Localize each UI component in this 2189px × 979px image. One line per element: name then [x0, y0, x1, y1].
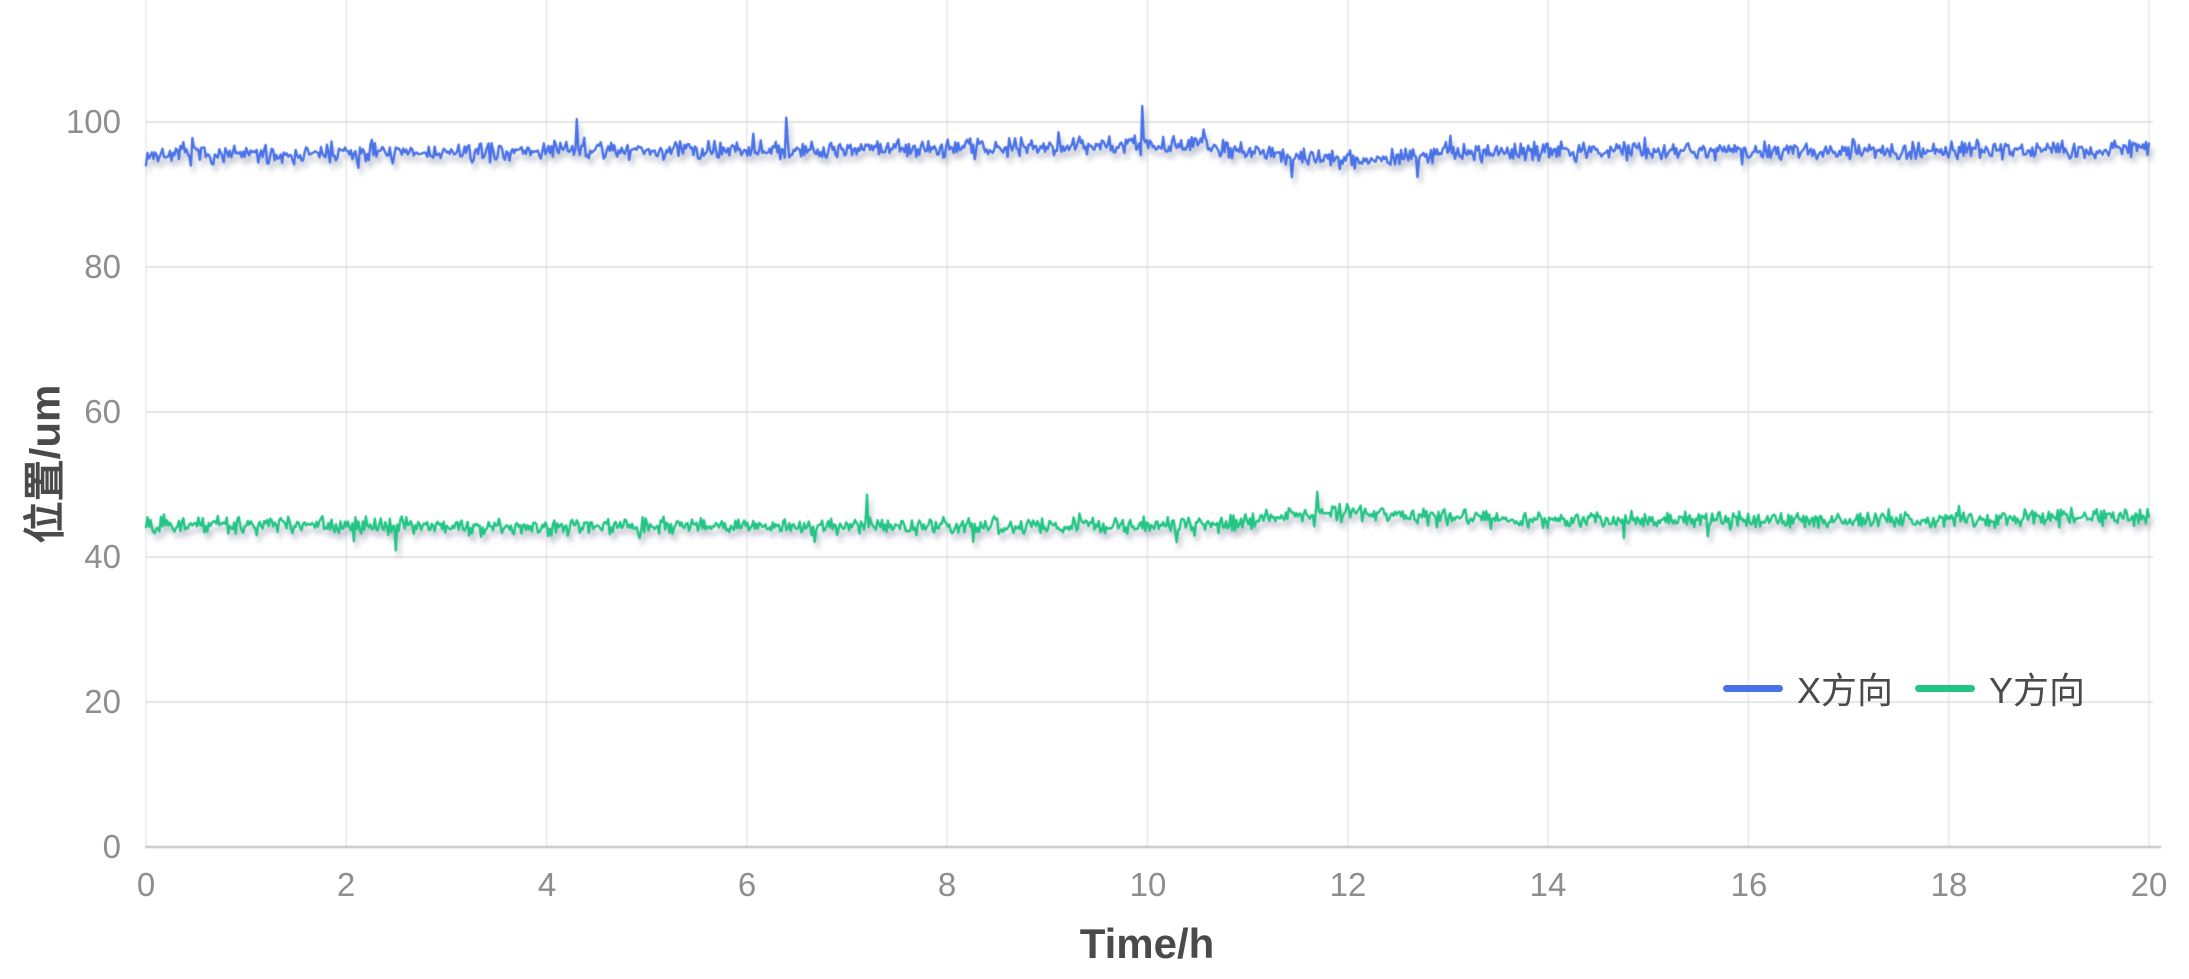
- x-tick-label-2: 2: [336, 866, 356, 903]
- y-tick-label-20: 20: [84, 683, 121, 720]
- legend-line-x-icon: [1723, 684, 1783, 692]
- x-tick-label-4: 4: [537, 866, 557, 903]
- legend-line-y-icon: [1915, 684, 1976, 692]
- x-tick-label-16: 16: [1730, 866, 1768, 903]
- legend-item-x-direction[interactable]: X方向: [1723, 662, 1893, 714]
- x-tick-label-20: 20: [2130, 866, 2168, 903]
- y-tick-label-40: 40: [84, 538, 121, 575]
- legend: X方向 Y方向: [1723, 662, 2085, 714]
- x-tick-label-0: 0: [136, 866, 156, 903]
- x-tick-label-12: 12: [1329, 866, 1367, 903]
- legend-label-y-direction: Y方向: [1989, 670, 2086, 711]
- legend-label-x-direction: X方向: [1797, 670, 1894, 711]
- x-axis-title: Time/h: [1079, 920, 1215, 967]
- x-tick-label-6: 6: [737, 866, 757, 903]
- y-axis-title: 位置/um: [21, 384, 69, 544]
- x-tick-label-18: 18: [1930, 866, 1968, 903]
- y-tick-label-0: 0: [102, 828, 121, 865]
- y-tick-label-100: 100: [65, 103, 121, 140]
- y-tick-label-60: 60: [84, 393, 121, 430]
- x-tick-label-14: 14: [1529, 866, 1567, 903]
- x-tick-label-10: 10: [1129, 866, 1167, 903]
- legend-item-y-direction[interactable]: Y方向: [1915, 662, 2085, 714]
- x-tick-label-8: 8: [937, 866, 957, 903]
- y-tick-label-80: 80: [84, 248, 121, 285]
